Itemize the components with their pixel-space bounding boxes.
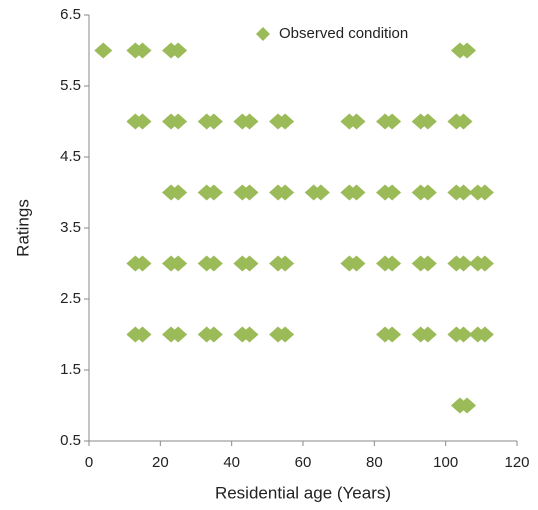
point <box>458 42 477 59</box>
point <box>347 255 366 272</box>
point <box>454 326 473 343</box>
x-tick-label: 0 <box>85 454 93 471</box>
point <box>418 255 437 272</box>
y-tick-label: 1.5 <box>60 361 81 378</box>
point <box>311 184 330 201</box>
point <box>475 255 494 272</box>
point <box>347 113 366 130</box>
point <box>240 113 259 130</box>
point <box>169 113 188 130</box>
point <box>204 255 223 272</box>
point <box>94 42 113 59</box>
point <box>475 184 494 201</box>
y-tick-label: 4.5 <box>60 148 81 165</box>
y-tick-label: 5.5 <box>60 77 81 94</box>
point <box>133 42 152 59</box>
point <box>204 184 223 201</box>
point <box>475 326 494 343</box>
point <box>454 255 473 272</box>
legend-marker <box>256 27 270 41</box>
point <box>418 184 437 201</box>
point <box>276 184 295 201</box>
legend-label: Observed condition <box>279 25 408 42</box>
x-tick-label: 20 <box>152 454 169 471</box>
point <box>240 255 259 272</box>
point <box>276 255 295 272</box>
point <box>418 326 437 343</box>
x-tick-label: 60 <box>295 454 312 471</box>
point <box>133 113 152 130</box>
point <box>383 255 402 272</box>
point <box>383 184 402 201</box>
point <box>347 184 366 201</box>
y-tick-label: 0.5 <box>60 432 81 449</box>
point <box>169 326 188 343</box>
point <box>276 113 295 130</box>
x-axis-title: Residential age (Years) <box>215 483 391 502</box>
x-tick-label: 120 <box>504 454 529 471</box>
y-tick-label: 3.5 <box>60 219 81 236</box>
x-tick-label: 40 <box>223 454 240 471</box>
point <box>169 184 188 201</box>
point <box>418 113 437 130</box>
point <box>276 326 295 343</box>
point <box>240 184 259 201</box>
x-tick-label: 100 <box>433 454 458 471</box>
y-tick-label: 2.5 <box>60 290 81 307</box>
point <box>454 113 473 130</box>
point <box>133 326 152 343</box>
point <box>204 326 223 343</box>
point <box>204 113 223 130</box>
point <box>454 184 473 201</box>
point <box>240 326 259 343</box>
point <box>169 255 188 272</box>
point <box>383 326 402 343</box>
x-tick-label: 80 <box>366 454 383 471</box>
point <box>383 113 402 130</box>
point <box>458 397 477 414</box>
y-tick-label: 6.5 <box>60 6 81 23</box>
point <box>169 42 188 59</box>
y-axis-title: Ratings <box>13 199 32 257</box>
point <box>133 255 152 272</box>
